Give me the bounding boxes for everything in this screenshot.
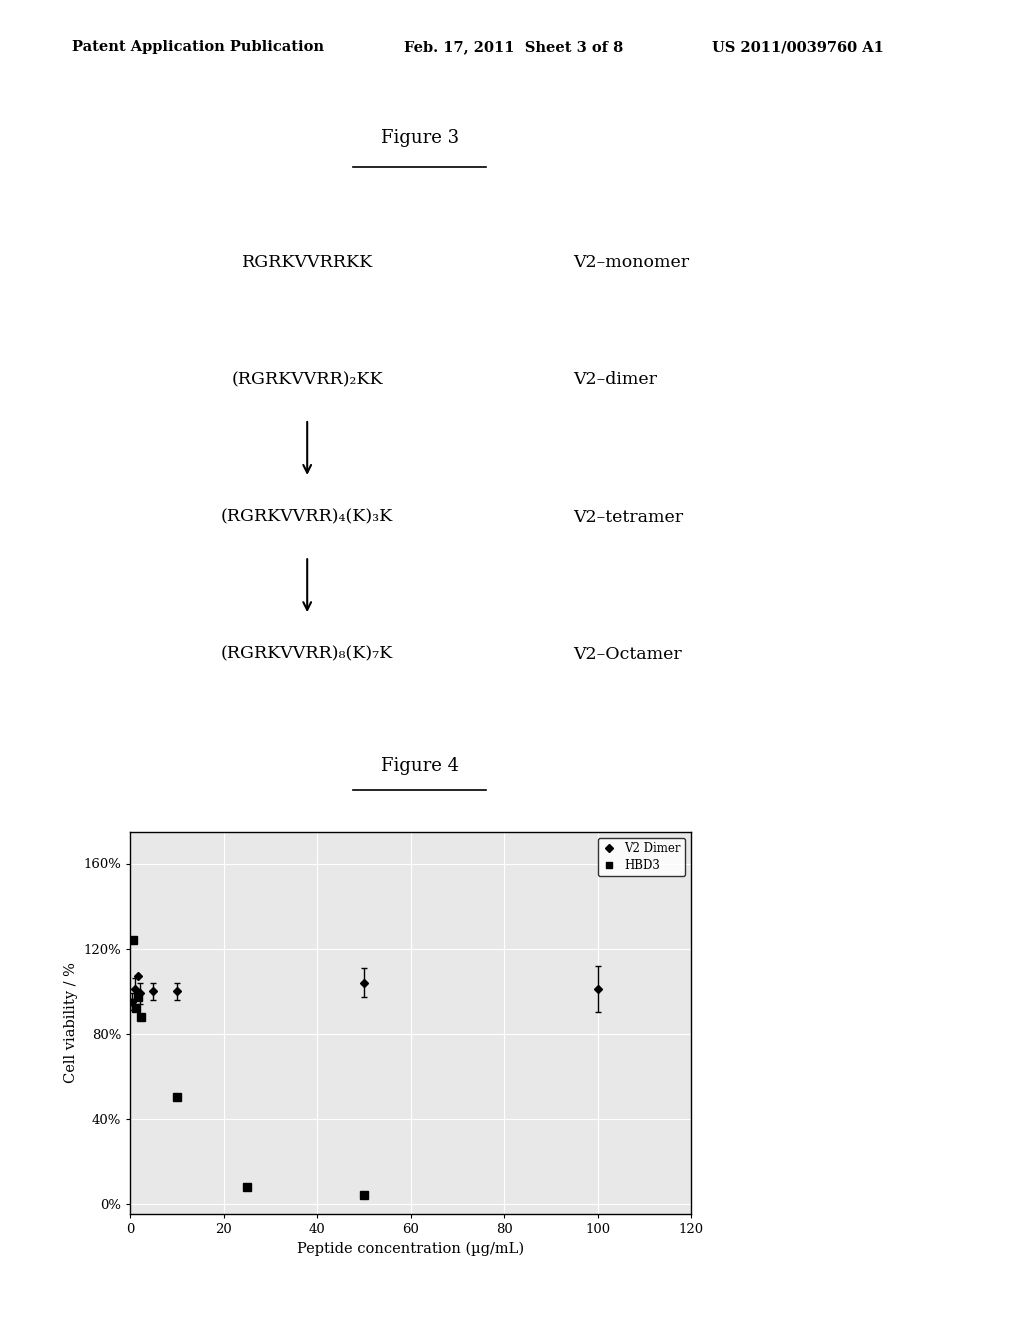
Text: (RGRKVVRR)₂KK: (RGRKVVRR)₂KK bbox=[231, 371, 383, 388]
Text: US 2011/0039760 A1: US 2011/0039760 A1 bbox=[712, 40, 884, 54]
Y-axis label: Cell viability / %: Cell viability / % bbox=[63, 962, 78, 1084]
Text: V2–tetramer: V2–tetramer bbox=[573, 508, 684, 525]
Text: Feb. 17, 2011  Sheet 3 of 8: Feb. 17, 2011 Sheet 3 of 8 bbox=[404, 40, 624, 54]
Text: RGRKVVRRKK: RGRKVVRRKK bbox=[242, 253, 373, 271]
Text: Figure 3: Figure 3 bbox=[381, 129, 459, 147]
Legend: V2 Dimer, HBD3: V2 Dimer, HBD3 bbox=[598, 837, 685, 876]
X-axis label: Peptide concentration (µg/mL): Peptide concentration (µg/mL) bbox=[297, 1242, 524, 1257]
Text: V2–dimer: V2–dimer bbox=[573, 371, 657, 388]
Text: V2–Octamer: V2–Octamer bbox=[573, 645, 682, 663]
Text: V2–monomer: V2–monomer bbox=[573, 253, 689, 271]
Text: (RGRKVVRR)₄(K)₃K: (RGRKVVRR)₄(K)₃K bbox=[221, 508, 393, 525]
Text: (RGRKVVRR)₈(K)₇K: (RGRKVVRR)₈(K)₇K bbox=[221, 645, 393, 663]
Text: Figure 4: Figure 4 bbox=[381, 756, 459, 775]
Text: Patent Application Publication: Patent Application Publication bbox=[72, 40, 324, 54]
